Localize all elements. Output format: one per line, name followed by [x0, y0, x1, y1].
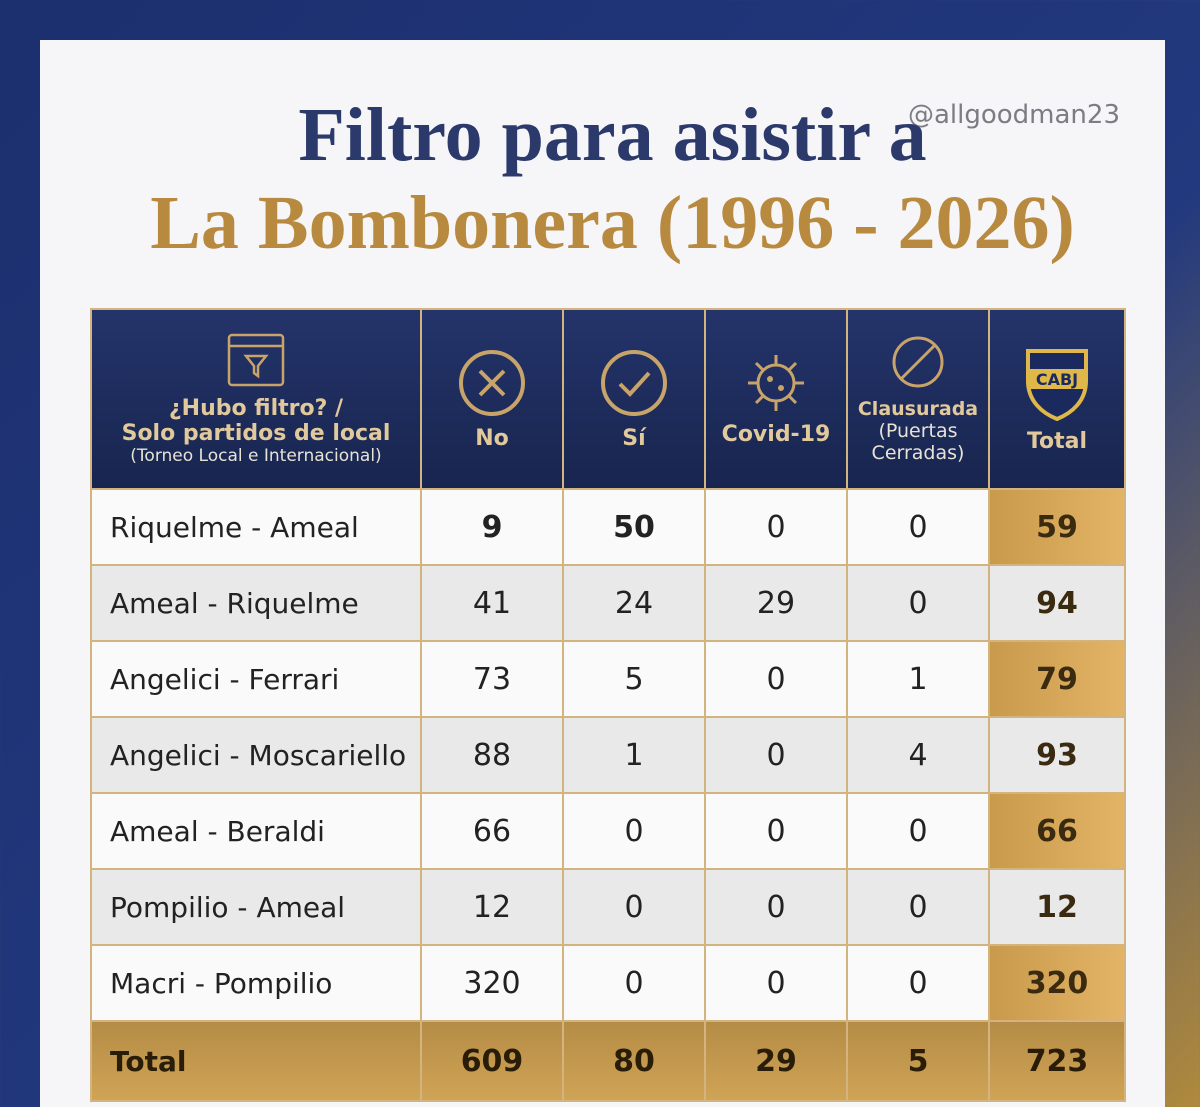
cell: 88 [422, 718, 562, 792]
ban-icon [892, 336, 944, 388]
row-label: Total [92, 1022, 420, 1100]
col-header: CABJ Total [990, 310, 1124, 488]
x-icon [459, 349, 525, 416]
cell: 66 [990, 794, 1124, 868]
header-line-2: Solo partidos de local [121, 421, 391, 446]
col-name: Clausurada [857, 398, 979, 420]
row-label: Angelici - Moscariello [92, 718, 420, 792]
col-name: Sí [622, 425, 646, 451]
cell: 0 [706, 870, 846, 944]
row-label: Ameal - Riquelme [92, 566, 420, 640]
cell: 12 [422, 870, 562, 944]
cell: 9 [422, 490, 562, 564]
cell: 5 [848, 1022, 988, 1100]
cell: 0 [848, 794, 988, 868]
cell: 609 [422, 1022, 562, 1100]
row-label: Ameal - Beraldi [92, 794, 420, 868]
header-line-1: ¿Hubo filtro? / [168, 396, 344, 421]
cell: 723 [990, 1022, 1124, 1100]
cell: 0 [706, 794, 846, 868]
badge: CABJ [1026, 348, 1088, 421]
cell: 0 [706, 490, 846, 564]
col-name: Covid-19 [721, 421, 831, 447]
col-note: (Puertas Cerradas) [871, 420, 965, 464]
cell: 1 [564, 718, 704, 792]
table-row: Macri - Pompilio 320 0 0 0 320 [92, 946, 1124, 1020]
row-label: Macri - Pompilio [92, 946, 420, 1020]
row-label: Riquelme - Ameal [92, 490, 420, 564]
cell: 12 [990, 870, 1124, 944]
virus-icon [748, 354, 804, 411]
cell: 5 [564, 642, 704, 716]
cell: 73 [422, 642, 562, 716]
cell: 80 [564, 1022, 704, 1100]
table-row: Total 609 80 29 5 723 [92, 1022, 1124, 1100]
badge-text: CABJ [1036, 370, 1078, 389]
table-row: Riquelme - Ameal 9 50 0 0 59 [92, 490, 1124, 564]
col-header: Covid-19 [706, 310, 846, 488]
cell: 59 [990, 490, 1124, 564]
cell: 0 [848, 490, 988, 564]
table-row: Angelici - Ferrari 73 5 0 1 79 [92, 642, 1124, 716]
cell: 93 [990, 718, 1124, 792]
table-row: Ameal - Riquelme 41 24 29 0 94 [92, 566, 1124, 640]
cell: 79 [990, 642, 1124, 716]
cell: 0 [848, 870, 988, 944]
cell: 29 [706, 566, 846, 640]
title-line-1: Filtro para asistir a [298, 93, 927, 177]
table: ¿Hubo filtro? / Solo partidos de local (… [90, 308, 1126, 1102]
col-name: Total [1026, 428, 1088, 454]
row-label: Pompilio - Ameal [92, 870, 420, 944]
row-label: Angelici - Ferrari [92, 642, 420, 716]
filter-icon [227, 333, 285, 387]
cell: 41 [422, 566, 562, 640]
col-header: Sí [564, 310, 704, 488]
col-name: No [475, 425, 509, 451]
col-header: Clausurada (Puertas Cerradas) [848, 310, 988, 488]
cell: 0 [848, 566, 988, 640]
cell: 94 [990, 566, 1124, 640]
title-line-2: La Bombonera (1996 - 2026) [150, 181, 1075, 265]
cell: 0 [706, 946, 846, 1020]
table-row: Ameal - Beraldi 66 0 0 0 66 [92, 794, 1124, 868]
cell: 4 [848, 718, 988, 792]
cell: 66 [422, 794, 562, 868]
header-line-3: (Torneo Local e Internacional) [130, 446, 382, 466]
cell: 0 [706, 642, 846, 716]
col-header: No [422, 310, 562, 488]
table-row: Angelici - Moscariello 88 1 0 4 93 [92, 718, 1124, 792]
cell: 1 [848, 642, 988, 716]
cell: 0 [848, 946, 988, 1020]
handle: @allgoodman23 [907, 100, 1120, 130]
cell: 320 [990, 946, 1124, 1020]
table-body: Riquelme - Ameal 9 50 0 0 59 Ameal - Riquelme 4… [92, 490, 1124, 1100]
table-row: Pompilio - Ameal 12 0 0 0 12 [92, 870, 1124, 944]
cell: 24 [564, 566, 704, 640]
check-icon [601, 349, 667, 416]
cell: 0 [564, 870, 704, 944]
cell: 320 [422, 946, 562, 1020]
cell: 0 [706, 718, 846, 792]
header-label: ¿Hubo filtro? / Solo partidos de local (… [92, 310, 420, 488]
cell: 29 [706, 1022, 846, 1100]
cell: 0 [564, 794, 704, 868]
cell: 0 [564, 946, 704, 1020]
cell: 50 [564, 490, 704, 564]
